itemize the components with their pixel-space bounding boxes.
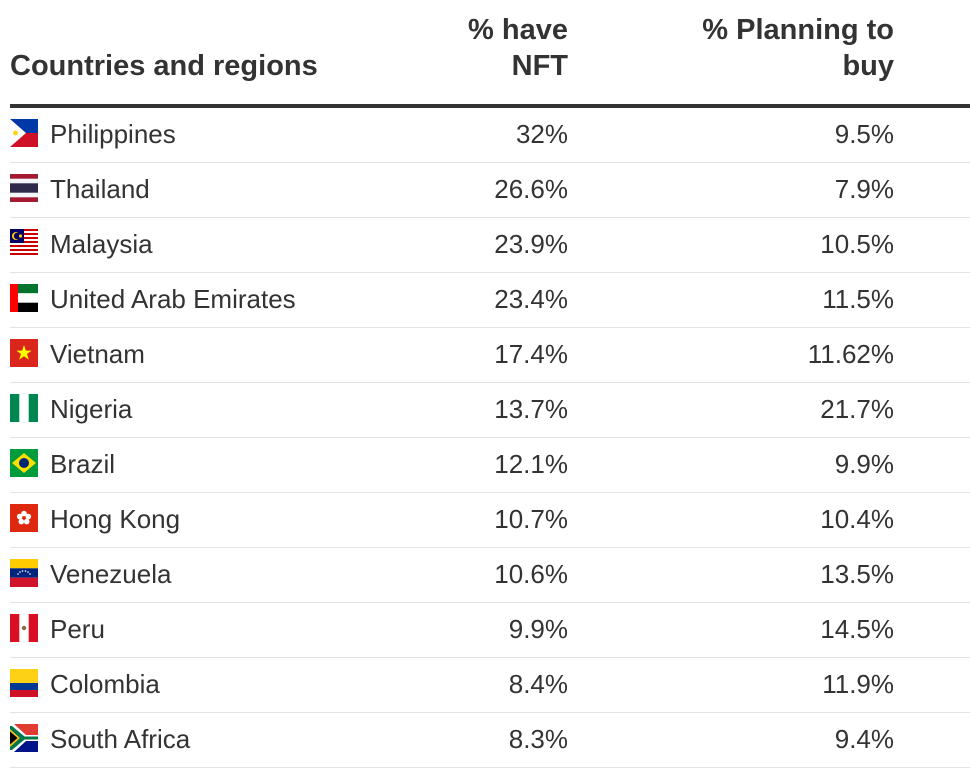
header-planning-to-buy: % Planning to buy: [568, 0, 894, 108]
have-nft-cell: 8.3%: [430, 712, 568, 768]
row-spacer: [894, 272, 970, 328]
peru-flag-icon: [10, 614, 38, 642]
header-have-nft: % have NFT: [430, 0, 568, 108]
planning-to-buy-cell: 11.62%: [568, 327, 894, 383]
south-africa-flag-icon: [10, 724, 38, 752]
country-name: United Arab Emirates: [50, 284, 296, 314]
row-spacer: [894, 437, 970, 493]
planning-to-buy-cell: 13.5%: [568, 547, 894, 603]
have-nft-cell: 9.9%: [430, 602, 568, 658]
row-spacer: [894, 217, 970, 273]
table-row: Nigeria 13.7% 21.7%: [10, 382, 970, 438]
have-nft-cell: 10.6%: [430, 547, 568, 603]
table-body: Philippines 32% 9.5% Thailand 26.6% 7.9% Malay…: [10, 106, 970, 768]
have-nft-cell: 13.7%: [430, 382, 568, 438]
malaysia-flag-icon: [10, 229, 38, 257]
have-nft-cell: 23.4%: [430, 272, 568, 328]
have-nft-cell: 26.6%: [430, 162, 568, 218]
country-name: Vietnam: [50, 339, 145, 369]
country-cell: Thailand: [10, 162, 430, 218]
have-nft-cell: 23.9%: [430, 217, 568, 273]
table-row: United Arab Emirates 23.4% 11.5%: [10, 272, 970, 328]
country-name: Peru: [50, 614, 105, 644]
hong-kong-flag-icon: [10, 504, 38, 532]
table-row: Brazil 12.1% 9.9%: [10, 437, 970, 493]
row-spacer: [894, 106, 970, 163]
planning-to-buy-cell: 11.9%: [568, 657, 894, 713]
row-spacer: [894, 162, 970, 218]
have-nft-cell: 8.4%: [430, 657, 568, 713]
table-row: Colombia 8.4% 11.9%: [10, 657, 970, 713]
planning-to-buy-cell: 10.4%: [568, 492, 894, 548]
venezuela-flag-icon: [10, 559, 38, 587]
planning-to-buy-cell: 9.4%: [568, 712, 894, 768]
table-row: Vietnam 17.4% 11.62%: [10, 327, 970, 383]
table-row: Peru 9.9% 14.5%: [10, 602, 970, 658]
table-row: Malaysia 23.9% 10.5%: [10, 217, 970, 273]
table-row: Thailand 26.6% 7.9%: [10, 162, 970, 218]
planning-to-buy-cell: 9.5%: [568, 106, 894, 163]
country-name: South Africa: [50, 724, 191, 754]
country-cell: Vietnam: [10, 327, 430, 383]
table-header-row: Countries and regions % have NFT % Plann…: [10, 0, 970, 108]
country-cell: Brazil: [10, 437, 430, 493]
header-spacer: [894, 0, 970, 108]
have-nft-cell: 17.4%: [430, 327, 568, 383]
row-spacer: [894, 382, 970, 438]
country-name: Hong Kong: [50, 504, 181, 534]
nigeria-flag-icon: [10, 394, 38, 422]
country-cell: Philippines: [10, 106, 430, 163]
header-countries: Countries and regions: [10, 0, 430, 108]
planning-to-buy-cell: 21.7%: [568, 382, 894, 438]
table-row: Venezuela 10.6% 13.5%: [10, 547, 970, 603]
country-cell: Hong Kong: [10, 492, 430, 548]
country-cell: Malaysia: [10, 217, 430, 273]
table-row: Philippines 32% 9.5%: [10, 106, 970, 163]
nft-table-container: Countries and regions % have NFT % Plann…: [10, 0, 970, 768]
colombia-flag-icon: [10, 669, 38, 697]
country-name: Philippines: [50, 119, 176, 149]
philippines-flag-icon: [10, 119, 38, 147]
planning-to-buy-cell: 11.5%: [568, 272, 894, 328]
planning-to-buy-cell: 14.5%: [568, 602, 894, 658]
row-spacer: [894, 327, 970, 383]
planning-to-buy-cell: 7.9%: [568, 162, 894, 218]
planning-to-buy-cell: 9.9%: [568, 437, 894, 493]
nft-ownership-table: Countries and regions % have NFT % Plann…: [10, 0, 970, 768]
table-row: South Africa 8.3% 9.4%: [10, 712, 970, 768]
have-nft-cell: 32%: [430, 106, 568, 163]
country-name: Venezuela: [50, 559, 172, 589]
country-cell: South Africa: [10, 712, 430, 768]
country-cell: Colombia: [10, 657, 430, 713]
thailand-flag-icon: [10, 174, 38, 202]
brazil-flag-icon: [10, 449, 38, 477]
country-name: Malaysia: [50, 229, 153, 259]
uae-flag-icon: [10, 284, 38, 312]
have-nft-cell: 12.1%: [430, 437, 568, 493]
vietnam-flag-icon: [10, 339, 38, 367]
row-spacer: [894, 602, 970, 658]
country-name: Colombia: [50, 669, 160, 699]
row-spacer: [894, 657, 970, 713]
planning-to-buy-cell: 10.5%: [568, 217, 894, 273]
country-name: Thailand: [50, 174, 150, 204]
country-cell: United Arab Emirates: [10, 272, 430, 328]
country-cell: Nigeria: [10, 382, 430, 438]
country-name: Nigeria: [50, 394, 133, 424]
row-spacer: [894, 712, 970, 768]
have-nft-cell: 10.7%: [430, 492, 568, 548]
country-cell: Venezuela: [10, 547, 430, 603]
table-row: Hong Kong 10.7% 10.4%: [10, 492, 970, 548]
row-spacer: [894, 547, 970, 603]
row-spacer: [894, 492, 970, 548]
country-name: Brazil: [50, 449, 116, 479]
country-cell: Peru: [10, 602, 430, 658]
